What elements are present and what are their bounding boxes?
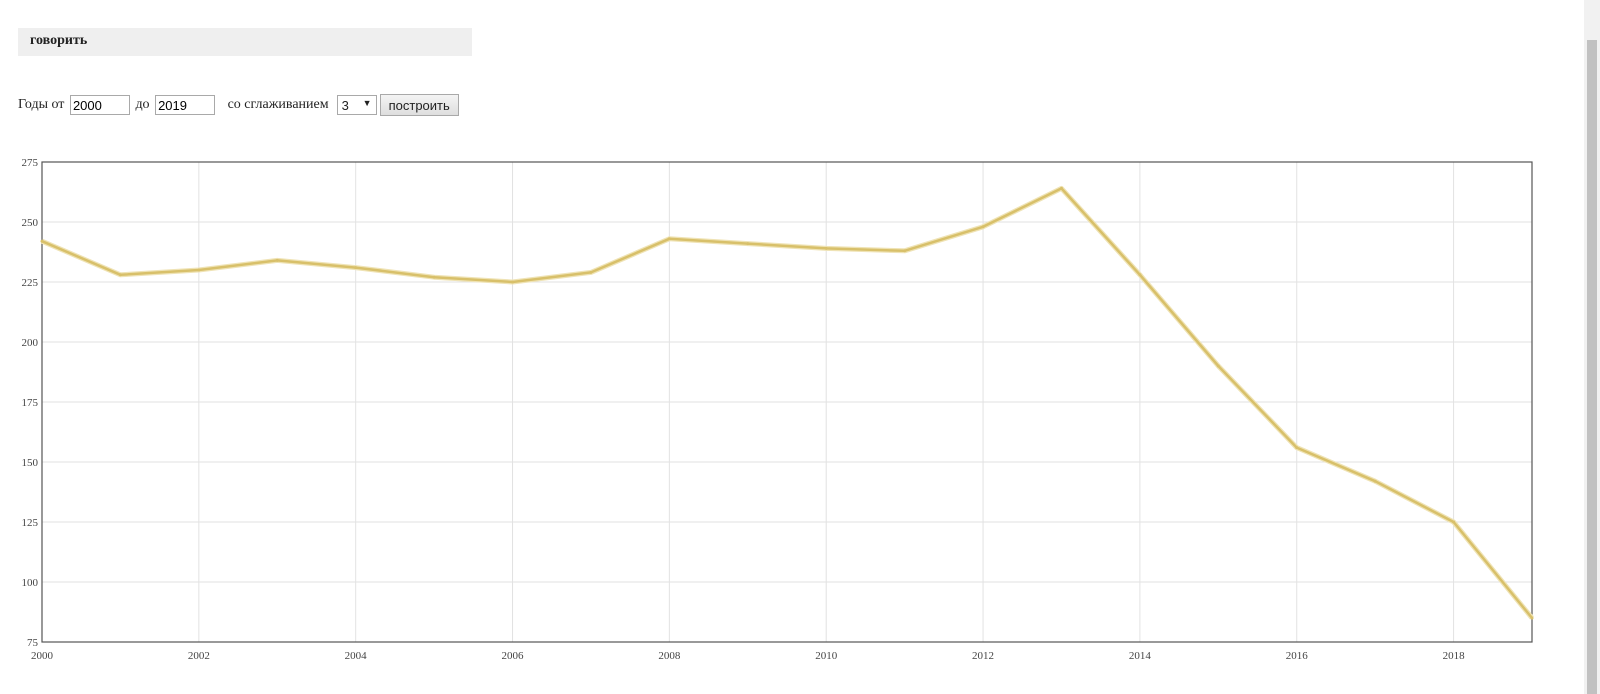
smoothing-label: со сглаживанием (217, 97, 329, 112)
smoothing-value: 3 (341, 97, 349, 113)
y-tick-label: 275 (22, 157, 39, 169)
series-line-0 (41, 187, 1533, 619)
data-point (1530, 616, 1534, 620)
data-point (746, 242, 750, 246)
data-point (354, 266, 358, 270)
year-from-input[interactable] (69, 95, 130, 115)
x-tick-label: 2008 (658, 650, 681, 662)
data-point (1059, 186, 1063, 190)
y-tick-label: 175 (22, 397, 39, 409)
y-tick-labels: 75 100 125 150 175 200 225 250 275 (22, 157, 39, 649)
x-tick-label: 2006 (502, 650, 525, 662)
x-tick-label: 2012 (972, 650, 994, 662)
series-line-shadow (41, 185, 1534, 620)
data-point (1216, 364, 1220, 368)
y-tick-label: 125 (22, 517, 39, 529)
x-tick-label: 2002 (188, 650, 210, 662)
y-tick-label: 225 (22, 277, 39, 289)
y-tick-label: 200 (22, 337, 39, 349)
data-point (432, 275, 436, 279)
series-layer (40, 185, 1534, 620)
data-point (903, 249, 907, 253)
smoothing-select[interactable]: 3 ▼ (336, 95, 377, 115)
data-point (1295, 446, 1299, 450)
x-tick-label: 2000 (31, 650, 54, 662)
scrollbar-thumb[interactable] (1587, 40, 1597, 694)
x-tick-label: 2014 (1129, 650, 1152, 662)
chevron-down-icon: ▼ (362, 98, 372, 108)
data-point (1138, 273, 1142, 277)
x-tick-label: 2004 (345, 650, 368, 662)
x-tick-label: 2010 (815, 650, 838, 662)
data-point (981, 225, 985, 229)
x-tick-label: 2018 (1443, 650, 1466, 662)
data-point (667, 237, 671, 241)
grid-lines (41, 161, 1532, 643)
year-to-input[interactable] (155, 95, 216, 115)
data-point (589, 270, 593, 274)
query-controls: Годы от до со сглаживанием 3 ▼ построить (18, 94, 459, 116)
x-tick-labels: 2000 2002 2004 2006 2008 2010 2012 2014 2016 2018 (31, 650, 1465, 662)
data-point (1373, 479, 1377, 483)
y-tick-label: 75 (27, 637, 39, 649)
years-from-label: Годы от (18, 97, 68, 112)
data-point (824, 246, 828, 250)
y-tick-label: 150 (22, 457, 39, 469)
x-tick-label: 2016 (1286, 650, 1309, 662)
data-point (118, 273, 122, 277)
plot-frame (41, 161, 1533, 643)
word-title-bar: говорить (18, 28, 472, 56)
data-point (275, 258, 279, 262)
data-point (1452, 520, 1456, 524)
data-point (511, 280, 515, 284)
build-button[interactable]: построить (379, 94, 459, 116)
vertical-scrollbar[interactable] (1584, 0, 1600, 694)
data-point (40, 239, 44, 243)
y-tick-label: 100 (22, 577, 39, 589)
word-title: говорить (30, 33, 88, 48)
year-to-label: до (131, 97, 154, 112)
y-tick-label: 250 (22, 217, 39, 229)
data-point (197, 268, 201, 272)
